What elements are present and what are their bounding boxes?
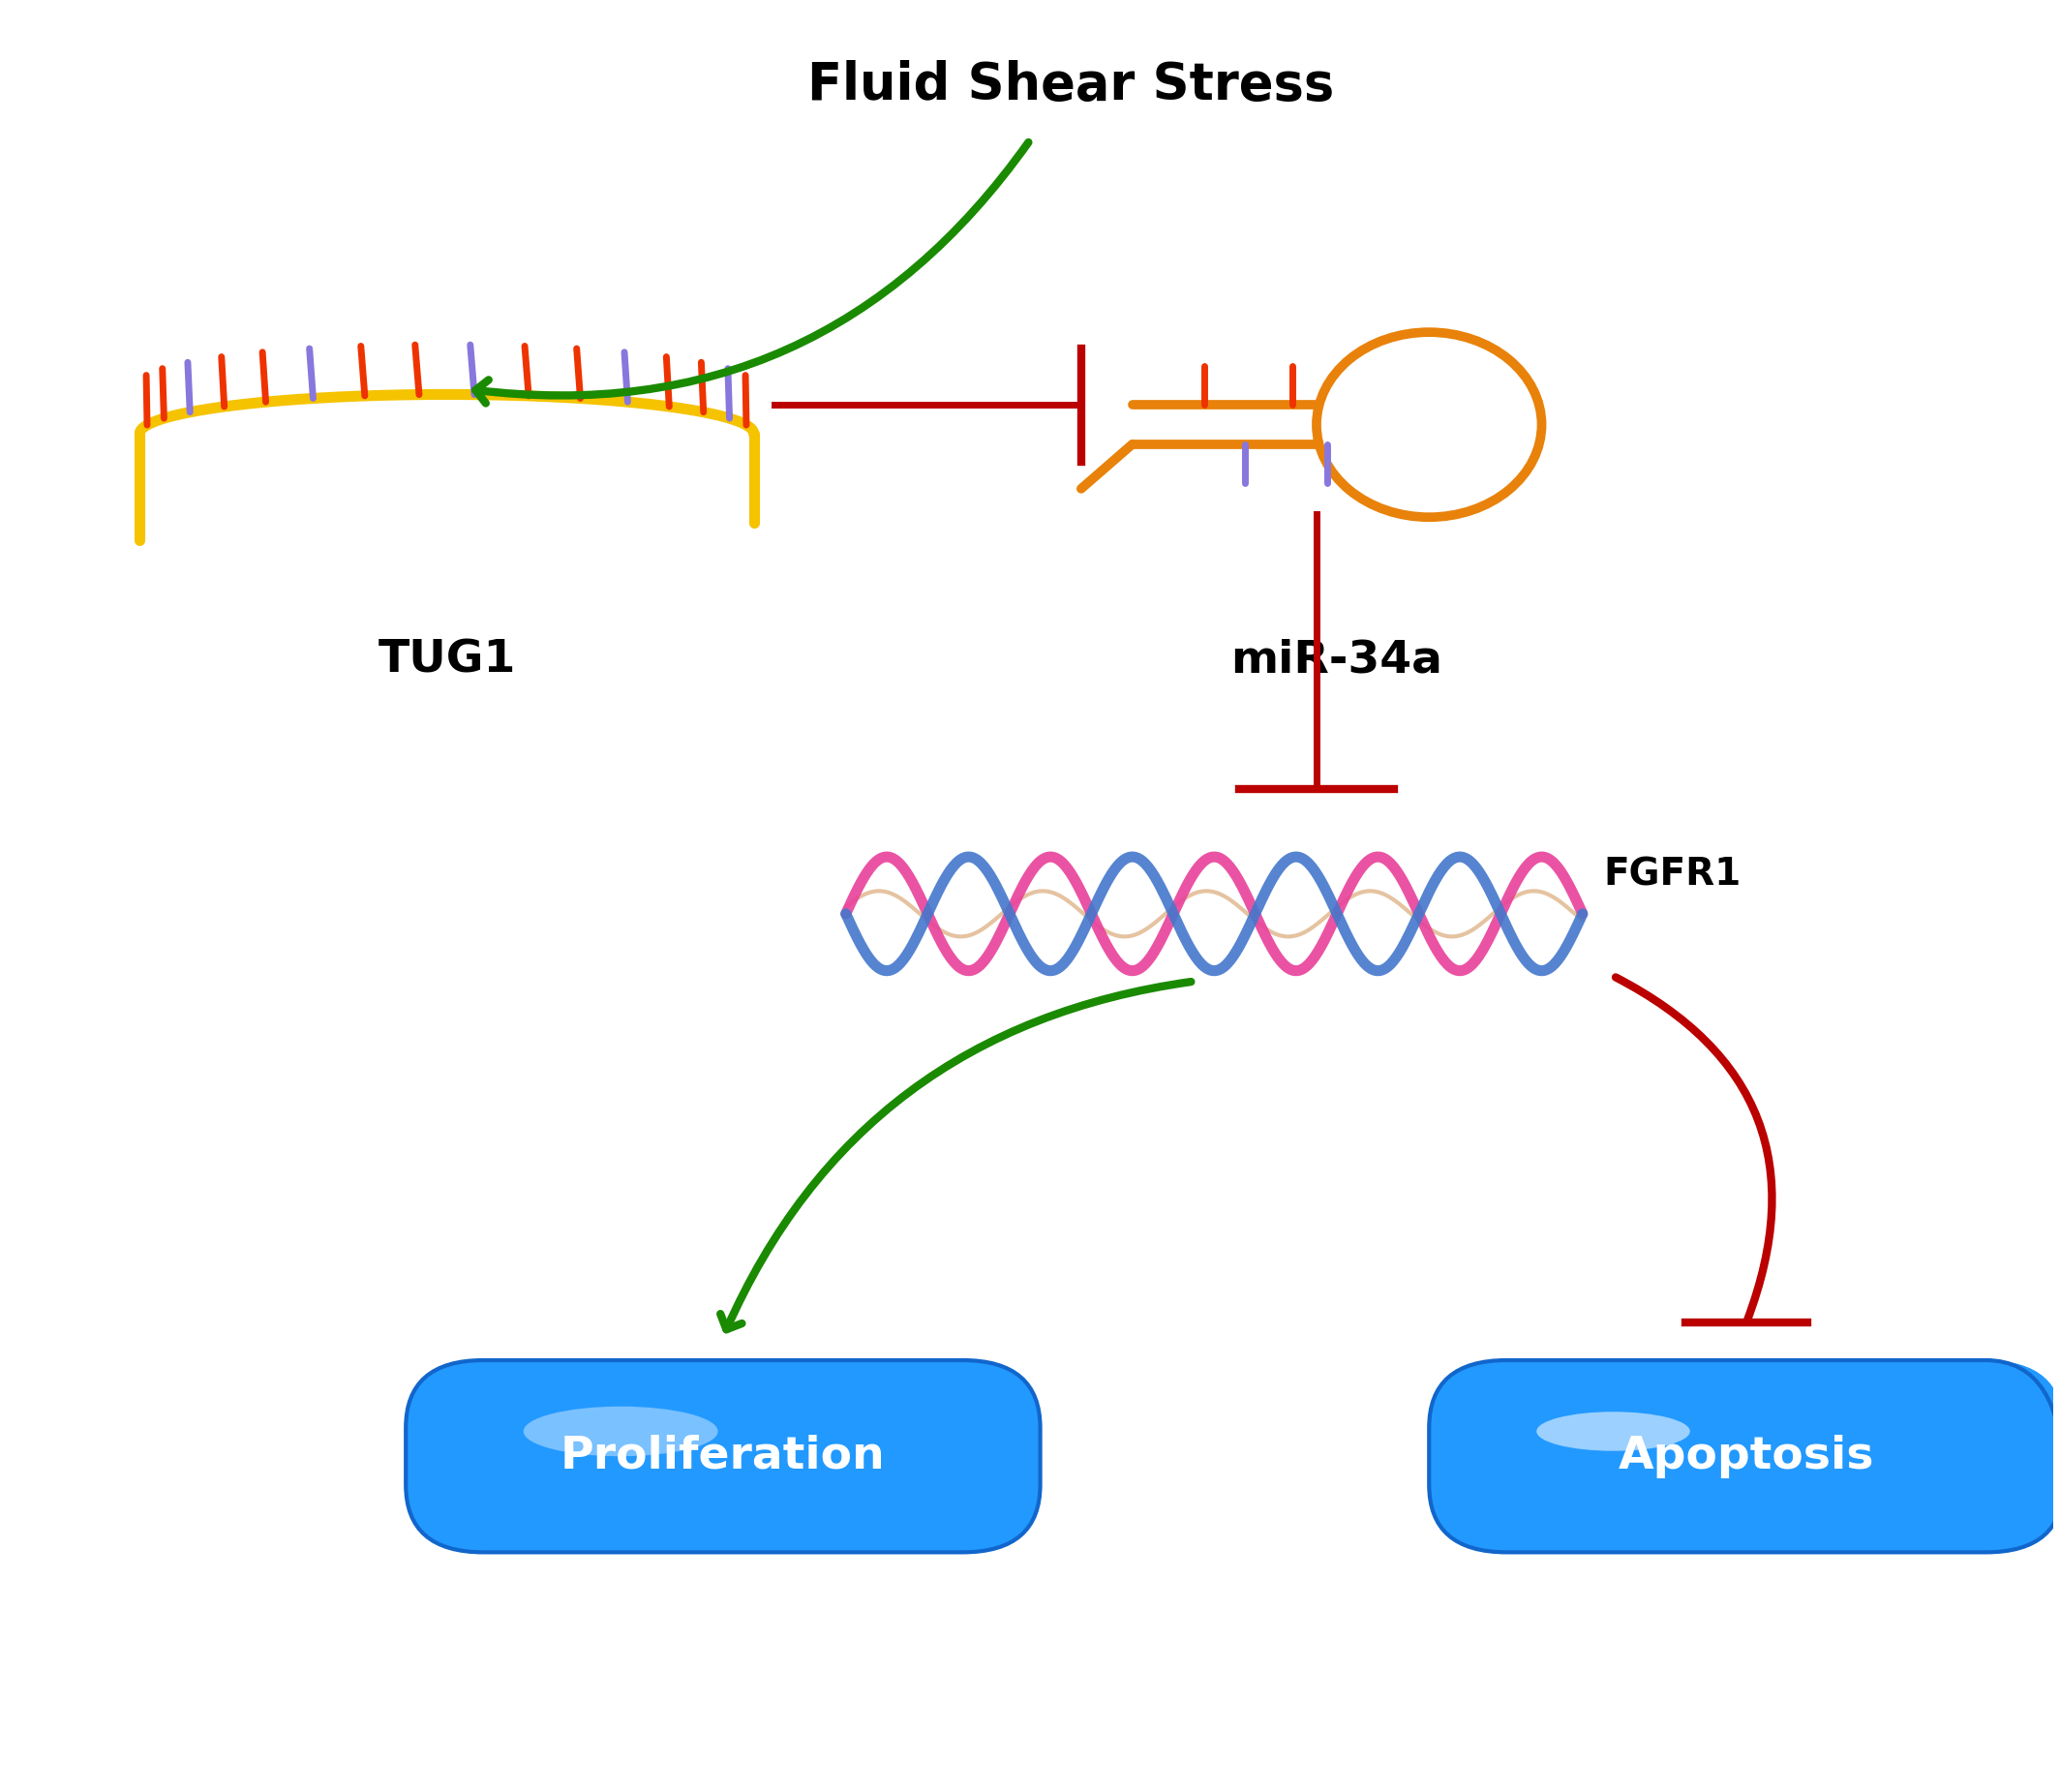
Text: Proliferation: Proliferation bbox=[560, 1434, 886, 1478]
FancyArrowPatch shape bbox=[476, 142, 1028, 403]
Text: FGFR1: FGFR1 bbox=[1603, 857, 1741, 892]
FancyArrowPatch shape bbox=[1615, 977, 1772, 1321]
Text: TUG1: TUG1 bbox=[377, 638, 515, 681]
Text: Fluid Shear Stress: Fluid Shear Stress bbox=[808, 61, 1335, 111]
Text: Apoptosis: Apoptosis bbox=[1619, 1434, 1875, 1478]
Ellipse shape bbox=[1537, 1412, 1689, 1452]
FancyBboxPatch shape bbox=[406, 1360, 1040, 1552]
FancyArrowPatch shape bbox=[721, 982, 1191, 1330]
Ellipse shape bbox=[523, 1407, 717, 1457]
FancyBboxPatch shape bbox=[1430, 1360, 2060, 1552]
Text: miR-34a: miR-34a bbox=[1232, 638, 1442, 681]
